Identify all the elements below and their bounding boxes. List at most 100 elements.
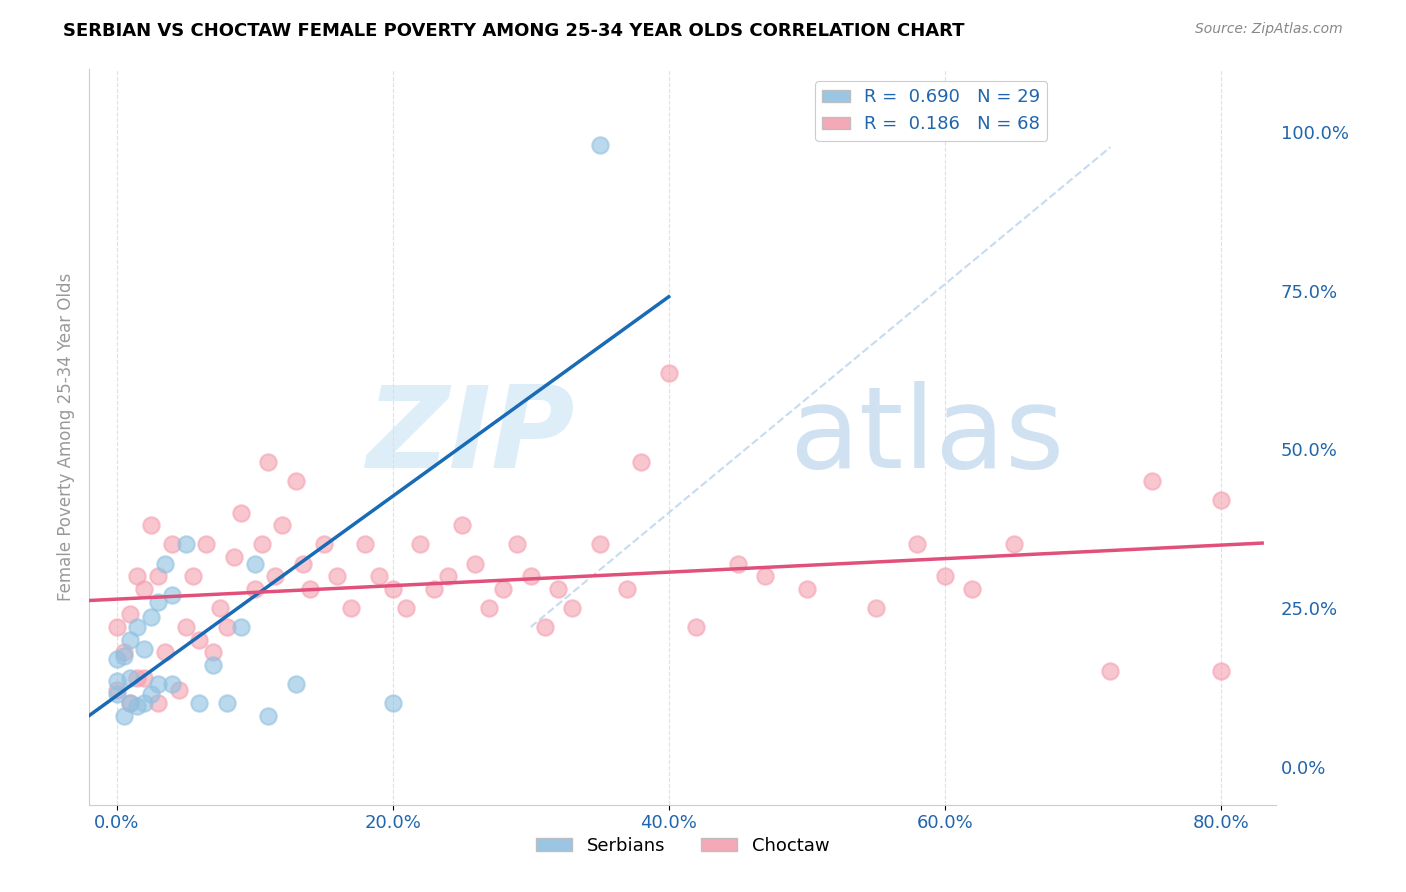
Point	[209, 601, 232, 615]
Point	[134, 582, 156, 596]
Point	[146, 569, 169, 583]
Point	[153, 645, 176, 659]
Point	[1140, 474, 1163, 488]
Point	[437, 569, 460, 583]
Point	[120, 696, 142, 710]
Point	[127, 569, 149, 583]
Point	[905, 537, 928, 551]
Point	[727, 557, 749, 571]
Point	[962, 582, 984, 596]
Point	[423, 582, 446, 596]
Point	[202, 645, 225, 659]
Legend: R =  0.690   N = 29, R =  0.186   N = 68: R = 0.690 N = 29, R = 0.186 N = 68	[815, 81, 1047, 141]
Point	[105, 620, 128, 634]
Point	[257, 709, 280, 723]
Point	[134, 642, 156, 657]
Point	[250, 537, 273, 551]
Point	[298, 582, 321, 596]
Point	[367, 569, 389, 583]
Point	[141, 518, 163, 533]
Point	[285, 474, 308, 488]
Point	[188, 696, 211, 710]
Point	[285, 677, 308, 691]
Point	[105, 651, 128, 665]
Point	[229, 506, 252, 520]
Y-axis label: Female Poverty Among 25-34 Year Olds: Female Poverty Among 25-34 Year Olds	[58, 272, 75, 600]
Point	[340, 601, 363, 615]
Point	[685, 620, 707, 634]
Point	[127, 671, 149, 685]
Point	[1209, 493, 1232, 508]
Point	[291, 557, 314, 571]
Point	[217, 620, 239, 634]
Point	[112, 709, 135, 723]
Point	[120, 671, 142, 685]
Point	[120, 632, 142, 647]
Text: ZIP: ZIP	[367, 381, 575, 492]
Point	[105, 683, 128, 698]
Point	[450, 518, 472, 533]
Point	[146, 677, 169, 691]
Point	[616, 582, 638, 596]
Point	[561, 601, 583, 615]
Point	[257, 455, 280, 469]
Text: atlas: atlas	[789, 381, 1064, 492]
Point	[112, 645, 135, 659]
Point	[153, 557, 176, 571]
Text: SERBIAN VS CHOCTAW FEMALE POVERTY AMONG 25-34 YEAR OLDS CORRELATION CHART: SERBIAN VS CHOCTAW FEMALE POVERTY AMONG …	[63, 22, 965, 40]
Point	[395, 601, 418, 615]
Point	[658, 366, 681, 380]
Point	[181, 569, 204, 583]
Point	[217, 696, 239, 710]
Point	[1209, 665, 1232, 679]
Point	[264, 569, 287, 583]
Point	[271, 518, 294, 533]
Point	[229, 620, 252, 634]
Point	[506, 537, 529, 551]
Point	[243, 582, 266, 596]
Point	[796, 582, 818, 596]
Point	[547, 582, 569, 596]
Point	[381, 582, 404, 596]
Point	[589, 137, 612, 152]
Point	[326, 569, 349, 583]
Point	[174, 537, 197, 551]
Point	[754, 569, 776, 583]
Point	[146, 594, 169, 608]
Point	[174, 620, 197, 634]
Point	[1099, 665, 1122, 679]
Point	[630, 455, 652, 469]
Point	[146, 696, 169, 710]
Point	[354, 537, 377, 551]
Point	[127, 699, 149, 714]
Point	[464, 557, 486, 571]
Point	[167, 683, 190, 698]
Point	[160, 537, 183, 551]
Point	[188, 632, 211, 647]
Point	[105, 687, 128, 701]
Point	[105, 673, 128, 688]
Point	[865, 601, 887, 615]
Point	[195, 537, 218, 551]
Point	[409, 537, 432, 551]
Point	[478, 601, 501, 615]
Point	[141, 687, 163, 701]
Point	[112, 648, 135, 663]
Point	[127, 620, 149, 634]
Point	[120, 607, 142, 622]
Point	[533, 620, 555, 634]
Text: Source: ZipAtlas.com: Source: ZipAtlas.com	[1195, 22, 1343, 37]
Point	[589, 537, 612, 551]
Point	[202, 658, 225, 673]
Point	[243, 557, 266, 571]
Point	[134, 671, 156, 685]
Point	[519, 569, 541, 583]
Point	[160, 677, 183, 691]
Point	[381, 696, 404, 710]
Point	[134, 696, 156, 710]
Point	[934, 569, 956, 583]
Point	[222, 550, 245, 565]
Point	[160, 588, 183, 602]
Point	[1002, 537, 1025, 551]
Point	[141, 610, 163, 624]
